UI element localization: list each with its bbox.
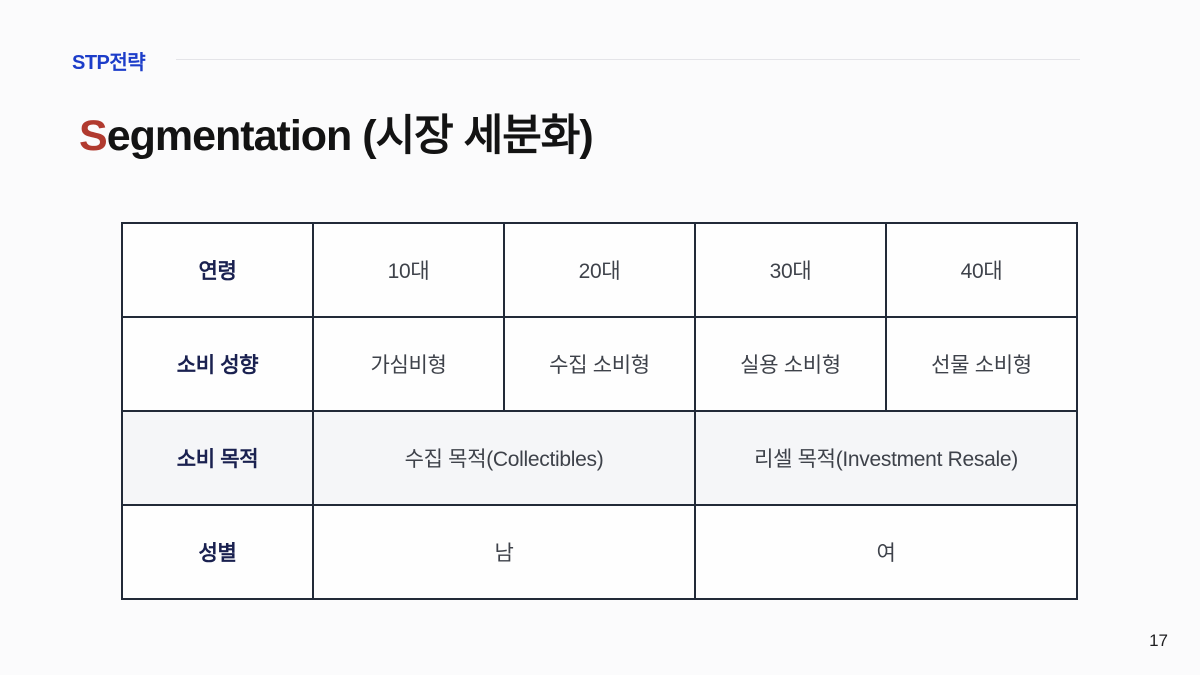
page-number: 17	[1149, 631, 1168, 650]
table-cell: 실용 소비형	[694, 316, 887, 412]
table-cell: 30대	[694, 222, 887, 318]
row-header-age: 연령	[121, 222, 314, 318]
table-row-gender: 성별 남 여	[121, 504, 1078, 600]
table-cell-merged: 남	[312, 504, 696, 600]
table-cell: 40대	[885, 222, 1078, 318]
title-accent-letter: S	[79, 112, 108, 160]
table-row-consumption-style: 소비 성향 가심비형 수집 소비형 실용 소비형 선물 소비형	[121, 316, 1078, 412]
table-row-consumption-purpose: 소비 목적 수집 목적(Collectibles) 리셀 목적(Investme…	[121, 410, 1078, 506]
table-cell: 가심비형	[312, 316, 505, 412]
table-cell-merged: 여	[694, 504, 1078, 600]
row-header-gender: 성별	[121, 504, 314, 600]
page-title: Segmentation (시장 세분화)	[79, 101, 594, 163]
table-cell: 수집 소비형	[503, 316, 696, 412]
title-text: egmentation (시장 세분화)	[106, 112, 594, 160]
table-row-age: 연령 10대 20대 30대 40대	[121, 222, 1078, 318]
row-header-consumption-style: 소비 성향	[121, 316, 314, 412]
table-cell-merged: 리셀 목적(Investment Resale)	[694, 410, 1078, 506]
table-cell: 선물 소비형	[885, 316, 1078, 412]
slide-tag: STP전략	[72, 52, 146, 74]
segmentation-table: 연령 10대 20대 30대 40대 소비 성향 가심비형 수집 소비형 실용 …	[121, 222, 1078, 600]
header-divider	[176, 59, 1080, 60]
table-cell: 20대	[503, 222, 696, 318]
row-header-consumption-purpose: 소비 목적	[121, 410, 314, 506]
table-cell: 10대	[312, 222, 505, 318]
table-cell-merged: 수집 목적(Collectibles)	[312, 410, 696, 506]
